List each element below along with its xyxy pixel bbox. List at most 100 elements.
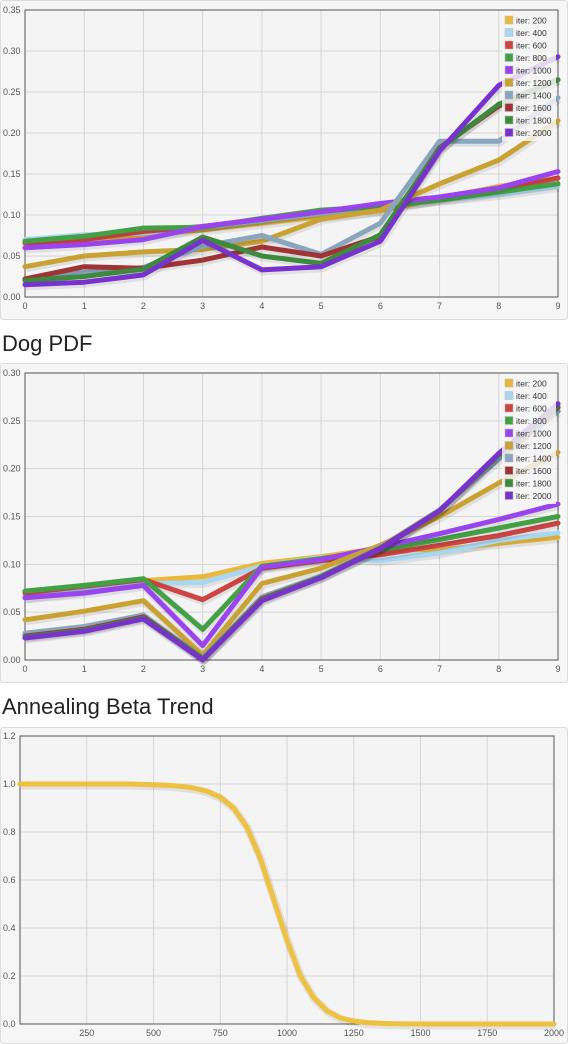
annealing-heading: Annealing Beta Trend bbox=[2, 694, 214, 719]
y-tick-label: 0.00 bbox=[3, 292, 21, 302]
x-tick-label: 750 bbox=[213, 1028, 228, 1038]
legend-label: iter: 1400 bbox=[516, 454, 552, 464]
series-line bbox=[22, 118, 561, 270]
legend-swatch bbox=[504, 391, 514, 400]
chart-panel-annealing: 0.0 0.2 0.4 0.6 0.8 1.0 1.2 250 500 750 1000 1250 15… bbox=[0, 727, 568, 1044]
series-line bbox=[22, 54, 561, 288]
series-lines bbox=[22, 54, 562, 291]
x-tick-label: 7 bbox=[437, 301, 442, 311]
x-tick-label: 8 bbox=[496, 664, 501, 674]
x-tick-label: 5 bbox=[319, 301, 324, 311]
series-line bbox=[22, 501, 561, 649]
x-tick-label: 2 bbox=[141, 664, 146, 674]
x-tick-label: 1750 bbox=[477, 1028, 497, 1038]
y-tick-label: 0.6 bbox=[3, 875, 16, 885]
legend-label: iter: 1200 bbox=[516, 78, 552, 88]
x-tick-label: 5 bbox=[319, 664, 324, 674]
x-tick-label: 1 bbox=[82, 301, 87, 311]
y-tick-label: 0.00 bbox=[3, 655, 21, 665]
legend-swatch bbox=[504, 115, 514, 125]
x-tick-label: 3 bbox=[200, 301, 205, 311]
legend-label: iter: 600 bbox=[516, 404, 547, 414]
y-tick-label: 0.8 bbox=[3, 827, 16, 837]
legend-label: iter: 200 bbox=[516, 16, 547, 26]
legend-swatch bbox=[504, 453, 514, 463]
y-tick-label: 0.25 bbox=[3, 87, 21, 97]
chart-panel-dog-pdf: 0.00 0.05 0.10 0.15 0.20 0.25 0.30 0 1 2 3 4 5 6 7 8 9 it… bbox=[0, 363, 568, 683]
legend-swatch bbox=[504, 15, 514, 25]
plot-frame bbox=[19, 735, 555, 1025]
series-line bbox=[22, 401, 561, 663]
x-tick-label: 250 bbox=[79, 1028, 94, 1038]
legend-swatch bbox=[504, 466, 514, 475]
legend-swatch bbox=[504, 128, 514, 137]
y-tick-label: 0.15 bbox=[3, 169, 21, 179]
series-line bbox=[22, 449, 561, 658]
y-tick-label: 0.30 bbox=[3, 46, 21, 56]
series-line bbox=[22, 169, 561, 251]
legend-label: iter: 600 bbox=[516, 41, 547, 51]
x-tick-label: 1 bbox=[82, 664, 87, 674]
y-tick-label: 0.20 bbox=[3, 128, 21, 138]
y-tick-label: 0.10 bbox=[3, 559, 21, 569]
y-tick-label: 0.05 bbox=[3, 251, 21, 261]
chart-annealing-svg: 0.0 0.2 0.4 0.6 0.8 1.0 1.2 250 500 750 1000 1250 15… bbox=[0, 727, 568, 1044]
series-lines bbox=[17, 781, 557, 1030]
legend-swatch bbox=[504, 491, 514, 500]
legend-label: iter: 400 bbox=[516, 28, 547, 38]
legend-label: iter: 200 bbox=[516, 379, 547, 389]
legend-label: iter: 800 bbox=[516, 416, 547, 426]
x-tick-label: 9 bbox=[555, 301, 560, 311]
legend-swatch bbox=[504, 478, 514, 488]
y-tick-label: 0.30 bbox=[3, 368, 21, 378]
x-tick-label: 1500 bbox=[410, 1028, 430, 1038]
legend-swatch bbox=[504, 378, 514, 388]
x-tick-label: 8 bbox=[496, 301, 501, 311]
y-tick-label: 0.10 bbox=[3, 210, 21, 220]
legend-swatch bbox=[504, 441, 514, 450]
legend-swatch bbox=[504, 78, 514, 87]
x-tick-label: 2 bbox=[141, 301, 146, 311]
legend-label: iter: 1400 bbox=[516, 91, 552, 101]
y-tick-label: 0.05 bbox=[3, 607, 21, 617]
legend-swatch bbox=[504, 103, 514, 112]
plot-frame bbox=[24, 9, 559, 298]
legend-label: iter: 400 bbox=[516, 391, 547, 401]
x-tick-label: 7 bbox=[437, 664, 442, 674]
y-tick-label: 0.0 bbox=[3, 1019, 16, 1029]
x-tick-label: 2000 bbox=[544, 1028, 564, 1038]
legend-swatch bbox=[504, 416, 514, 425]
y-tick-label: 0.15 bbox=[3, 512, 21, 522]
legend-swatch bbox=[504, 28, 514, 37]
legend-swatch bbox=[504, 40, 514, 50]
legend-label: iter: 1800 bbox=[516, 116, 552, 126]
legend-swatch bbox=[504, 65, 514, 75]
chart-panel-1: 0.00 0.05 0.10 0.15 0.20 0.25 0.30 0.35 0 1 2 3 4 5 6 7… bbox=[0, 0, 568, 320]
legend-label: iter: 2000 bbox=[516, 491, 552, 501]
x-tick-label: 9 bbox=[555, 664, 560, 674]
legend-swatch bbox=[504, 90, 514, 100]
x-tick-label: 500 bbox=[146, 1028, 161, 1038]
x-tick-label: 6 bbox=[378, 301, 383, 311]
legend-label: iter: 1600 bbox=[516, 466, 552, 476]
y-tick-label: 0.2 bbox=[3, 971, 16, 981]
legend-label: iter: 1000 bbox=[516, 429, 552, 439]
x-tick-label: 4 bbox=[259, 301, 264, 311]
x-tick-label: 6 bbox=[378, 664, 383, 674]
legend-label: iter: 800 bbox=[516, 53, 547, 63]
axis-labels: 0.0 0.2 0.4 0.6 0.8 1.0 1.2 250 500 750 1000 1250 15… bbox=[3, 731, 564, 1038]
series-line bbox=[17, 781, 557, 1027]
x-tick-label: 1000 bbox=[277, 1028, 297, 1038]
axis-labels: 0.00 0.05 0.10 0.15 0.20 0.25 0.30 0 1 2 3 4 5 6 7 8 9 bbox=[3, 368, 561, 674]
axis-labels: 0.00 0.05 0.10 0.15 0.20 0.25 0.30 0.35 0 1 2 3 4 5 6 7… bbox=[3, 5, 561, 311]
legend-label: iter: 1200 bbox=[516, 441, 552, 451]
x-tick-label: 3 bbox=[200, 664, 205, 674]
legend: iter: 200 iter: 400 iter: 600 iter: 800 iter… bbox=[502, 12, 556, 141]
chart-dog-pdf-svg: 0.00 0.05 0.10 0.15 0.20 0.25 0.30 0 1 2 3 4 5 6 7 8 9 it… bbox=[0, 363, 568, 683]
y-tick-label: 0.20 bbox=[3, 464, 21, 474]
legend: iter: 200 iter: 400 iter: 600 iter: 800 iter… bbox=[502, 375, 556, 504]
series-lines bbox=[22, 401, 562, 666]
legend-swatch bbox=[504, 403, 514, 413]
legend-swatch bbox=[504, 53, 514, 62]
x-tick-label: 4 bbox=[259, 664, 264, 674]
